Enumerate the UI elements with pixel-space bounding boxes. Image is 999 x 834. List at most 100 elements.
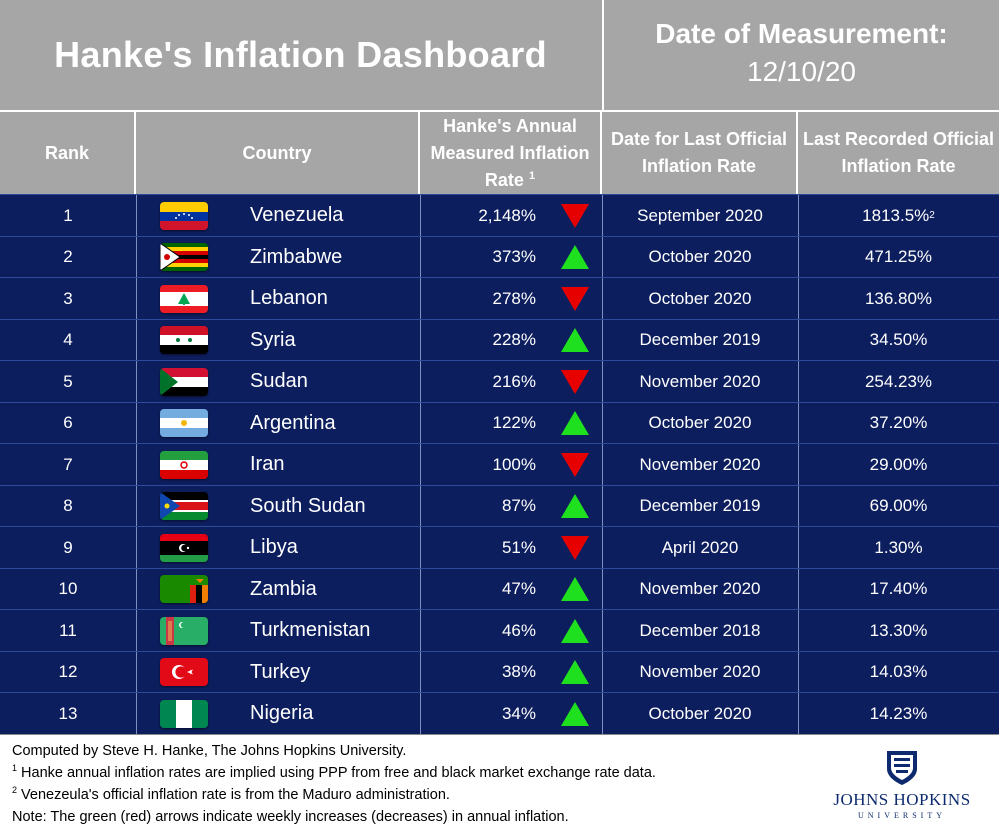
official-date-cell: December 2019 — [639, 330, 761, 350]
hanke-rate-cell: 278% — [492, 288, 536, 308]
table-row: 12 Turkey 38% November 2020 14.03% — [0, 650, 999, 693]
arrow-up-icon — [548, 610, 602, 651]
header-official-date: Date for Last Official Inflation Rate — [602, 112, 798, 194]
page-title: Hanke's Inflation Dashboard — [54, 34, 547, 75]
hanke-rate-cell: 216% — [492, 371, 536, 391]
country-cell: Venezuela — [250, 204, 344, 226]
header-date-line2: Inflation Rate — [641, 156, 756, 176]
jhu-shield-icon — [887, 751, 917, 785]
official-rate-cell: 471.25% — [798, 237, 999, 278]
hanke-rate-cell: 228% — [492, 330, 536, 350]
table-row: 1 Venezuela 2,148% September 2020 1813.5% 2 — [0, 194, 999, 236]
arrow-down-icon — [548, 527, 602, 568]
country-cell: Argentina — [250, 411, 336, 434]
iran-flag-icon — [160, 444, 208, 485]
footer-credit: Computed by Steve H. Hanke, The Johns Ho… — [12, 743, 407, 759]
official-date-cell: November 2020 — [639, 371, 761, 391]
official-rate-value: 37.20% — [869, 413, 928, 433]
column-divider — [798, 194, 799, 734]
footnote-text-1: Hanke annual inflation rates are implied… — [17, 765, 656, 781]
syria-flag-icon — [160, 320, 208, 361]
rank-cell: 10 — [58, 579, 78, 599]
arrow-up-icon — [548, 320, 602, 361]
country-cell: Iran — [250, 453, 285, 476]
country-cell: Turkmenistan — [250, 619, 371, 642]
logo-subtitle: UNIVERSITY — [858, 811, 946, 820]
official-rate-cell: 1.30% — [798, 527, 999, 568]
rank-cell: 13 — [58, 703, 78, 723]
footnote-mark-2: 2 — [12, 785, 18, 796]
official-rate-value: 13.30% — [869, 620, 928, 640]
measurement-date-box: Date of Measurement: 12/10/20 — [602, 0, 999, 110]
hanke-rate-cell: 47% — [501, 579, 536, 599]
arrow-up-icon — [548, 403, 602, 444]
rank-cell: 3 — [63, 288, 73, 308]
country-cell: Libya — [250, 536, 298, 559]
table-row: 7 Iran 100% November 2020 29.00% — [0, 443, 999, 485]
header-hanke-footnote: 1 — [528, 169, 536, 182]
measurement-date-value: 12/10/20 — [747, 56, 856, 87]
header-rank: Rank — [0, 112, 136, 194]
table-row: 8 South Sudan 87% December 2019 69.00% — [0, 484, 999, 527]
official-date-cell: December 2019 — [639, 496, 761, 516]
official-rate-value: 1813.5% — [862, 205, 930, 225]
official-rate-cell: 14.03% — [798, 652, 999, 693]
header-hanke-line3: Rate — [484, 169, 524, 190]
column-divider — [136, 194, 137, 734]
zambia-flag-icon — [160, 569, 208, 610]
arrow-up-icon — [548, 693, 602, 734]
turkey-flag-icon — [160, 652, 208, 693]
title-box: Hanke's Inflation Dashboard — [0, 0, 601, 110]
country-cell: Nigeria — [250, 702, 314, 725]
official-rate-value: 69.00% — [869, 496, 928, 516]
header-official-line1: Last Recorded Official — [802, 129, 995, 149]
rank-cell: 8 — [63, 496, 73, 516]
official-rate-cell: 29.00% — [798, 444, 999, 485]
official-date-cell: November 2020 — [639, 579, 761, 599]
rank-cell: 9 — [63, 537, 73, 557]
footer-note-1: 1 Hanke annual inflation rates are impli… — [12, 764, 656, 781]
official-date-cell: October 2020 — [648, 247, 752, 267]
official-rate-cell: 254.23% — [798, 361, 999, 402]
country-cell: South Sudan — [250, 494, 366, 517]
official-rate-value: 29.00% — [869, 454, 928, 474]
arrow-up-icon — [548, 237, 602, 278]
country-cell: Zimbabwe — [250, 245, 343, 268]
official-rate-value: 471.25% — [864, 247, 933, 267]
table-row: 9 Libya 51% April 2020 1.30% — [0, 526, 999, 568]
official-rate-cell: 14.23% — [798, 693, 999, 734]
header-official-line2: Inflation Rate — [841, 156, 956, 176]
table-row: 6 Argentina 122% October 2020 37.20% — [0, 401, 999, 444]
country-cell: Sudan — [250, 370, 308, 393]
header-official-rate: Last Recorded Official Inflation Rate — [798, 112, 999, 194]
official-date-cell: October 2020 — [648, 703, 752, 723]
official-rate-cell: 69.00% — [798, 486, 999, 527]
table-row: 2 Zimbabwe 373% October 2020 471.25% — [0, 235, 999, 278]
header-date-line1: Date for Last Official — [610, 129, 788, 149]
hanke-rate-cell: 87% — [501, 496, 536, 516]
official-rate-value: 254.23% — [864, 371, 933, 391]
official-rate-value: 14.23% — [869, 703, 928, 723]
table-body: 1 Venezuela 2,148% September 2020 1813.5% 2 2 Z… — [0, 194, 999, 734]
arrow-down-icon — [548, 444, 602, 485]
header-hanke-line2: Measured Inflation — [430, 142, 590, 163]
official-date-cell: December 2018 — [639, 620, 761, 640]
official-rate-cell: 34.50% — [798, 320, 999, 361]
arrow-down-icon — [548, 361, 602, 402]
official-rate-cell: 37.20% — [798, 403, 999, 444]
official-rate-cell: 136.80% — [798, 278, 999, 319]
rank-cell: 6 — [63, 413, 73, 433]
footnote-text-2: Venezeula's official inflation rate is f… — [17, 787, 450, 803]
hanke-rate-cell: 2,148% — [478, 205, 536, 225]
table-row: 11 Turkmenistan 46% December 2018 13.30% — [0, 609, 999, 651]
official-rate-value: 34.50% — [869, 330, 928, 350]
header-rank-label: Rank — [44, 142, 89, 163]
official-rate-value: 136.80% — [864, 288, 933, 308]
table-row: 4 Syria 228% December 2019 34.50% — [0, 318, 999, 361]
rank-cell: 11 — [59, 620, 77, 640]
turkmenistan-flag-icon — [160, 610, 208, 651]
header-country: Country — [136, 112, 420, 194]
footer: Computed by Steve H. Hanke, The Johns Ho… — [0, 734, 999, 834]
column-divider — [420, 194, 421, 734]
hanke-rate-cell: 122% — [492, 413, 536, 433]
